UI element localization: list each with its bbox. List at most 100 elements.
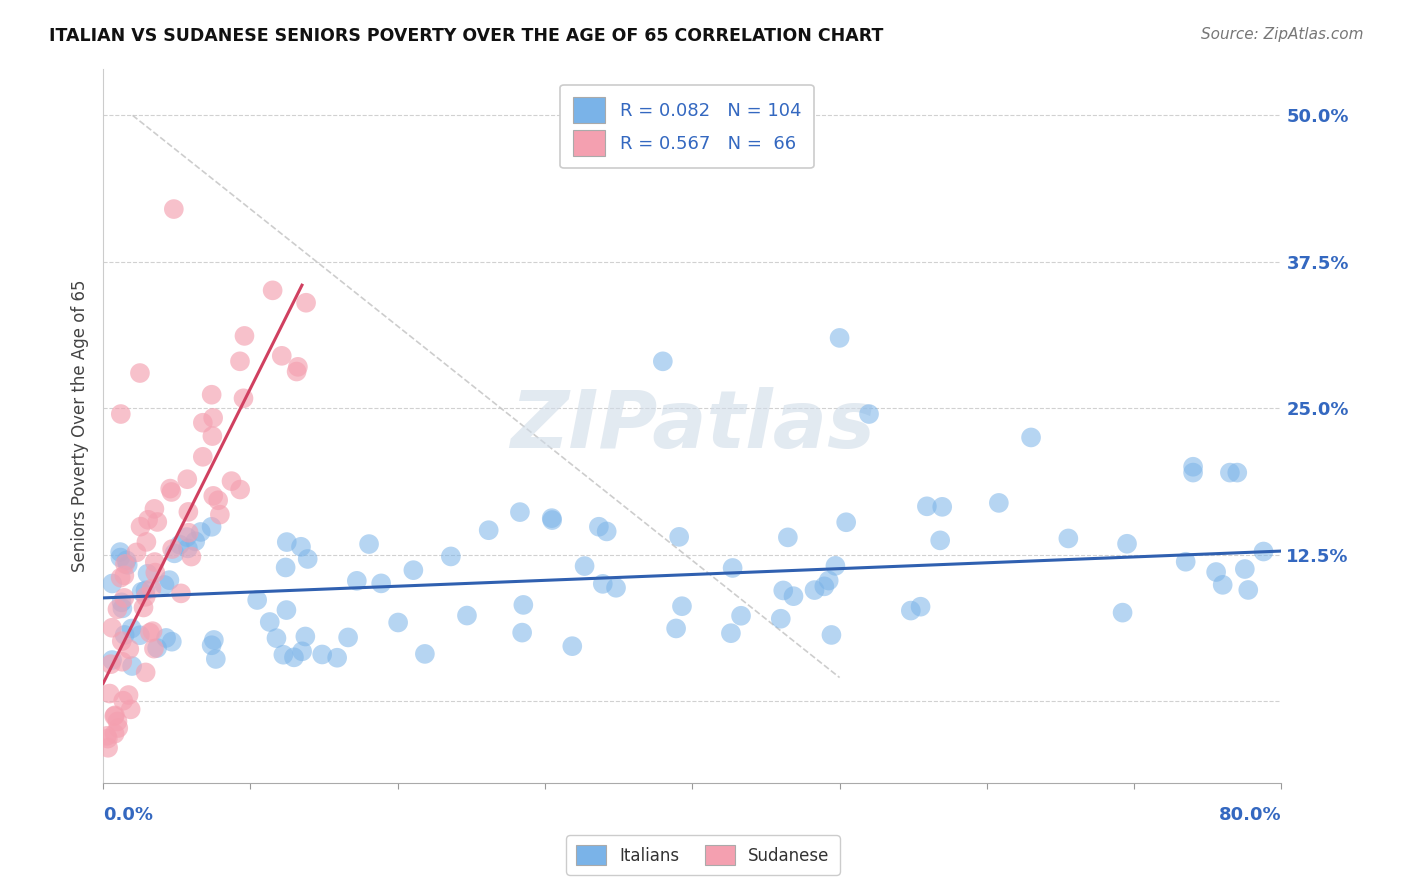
Point [769, 612, 792, 626]
Text: 0.0%: 0.0% [103, 806, 153, 824]
Point [456, 608, 478, 623]
Point [132, 600, 155, 615]
Point [229, 483, 252, 497]
Point [98, 687, 121, 701]
Point [276, 603, 298, 617]
Point [107, 721, 129, 735]
Point [128, 628, 150, 642]
Point [110, 550, 132, 565]
Point [290, 540, 312, 554]
Point [478, 523, 501, 537]
Point [202, 632, 225, 647]
Point [135, 665, 157, 680]
Point [177, 505, 200, 519]
Point [143, 555, 166, 569]
Point [155, 631, 177, 645]
Point [112, 694, 135, 708]
Point [440, 549, 463, 564]
Point [201, 387, 224, 401]
Point [987, 496, 1010, 510]
Point [337, 631, 360, 645]
Point [246, 593, 269, 607]
Point [101, 621, 124, 635]
Point [221, 474, 243, 488]
Point [104, 708, 127, 723]
Text: ITALIAN VS SUDANESE SENIORS POVERTY OVER THE AGE OF 65 CORRELATION CHART: ITALIAN VS SUDANESE SENIORS POVERTY OVER… [49, 27, 883, 45]
Point [163, 202, 186, 216]
Point [159, 482, 181, 496]
Point [146, 640, 169, 655]
Point [274, 560, 297, 574]
Point [107, 714, 129, 729]
Point [135, 590, 157, 604]
Point [326, 650, 349, 665]
Point [180, 549, 202, 564]
Legend: R = 0.082   N = 104, R = 0.567   N =  66: R = 0.082 N = 104, R = 0.567 N = 66 [560, 85, 814, 169]
Point [108, 545, 131, 559]
Point [574, 559, 596, 574]
Point [595, 524, 617, 539]
Point [157, 573, 180, 587]
Point [294, 630, 316, 644]
Point [665, 622, 688, 636]
Point [776, 530, 799, 544]
Point [668, 530, 690, 544]
Point [387, 615, 409, 630]
Point [592, 577, 614, 591]
Point [160, 485, 183, 500]
Point [297, 552, 319, 566]
Point [184, 534, 207, 549]
Point [107, 602, 129, 616]
Point [190, 524, 212, 539]
Point [651, 354, 673, 368]
Point [112, 568, 135, 582]
Point [721, 561, 744, 575]
Point [117, 688, 139, 702]
Text: ZIPatlas: ZIPatlas [510, 387, 875, 465]
Point [207, 493, 229, 508]
Point [136, 566, 159, 581]
Point [129, 519, 152, 533]
Point [229, 354, 252, 368]
Point [233, 329, 256, 343]
Point [143, 501, 166, 516]
Point [262, 284, 284, 298]
Point [160, 542, 183, 557]
Point [115, 553, 138, 567]
Point [177, 525, 200, 540]
Point [142, 624, 165, 639]
Point [114, 557, 136, 571]
Point [605, 581, 627, 595]
Point [413, 647, 436, 661]
Point [97, 740, 120, 755]
Point [191, 416, 214, 430]
Point [202, 410, 225, 425]
Point [929, 533, 952, 548]
Point [1219, 466, 1241, 480]
Point [283, 650, 305, 665]
Point [1237, 582, 1260, 597]
Point [204, 652, 226, 666]
Point [772, 583, 794, 598]
Point [117, 558, 139, 572]
Point [153, 578, 176, 592]
Point [96, 729, 118, 743]
Point [208, 508, 231, 522]
Point [97, 731, 120, 746]
Point [287, 359, 309, 374]
Point [118, 642, 141, 657]
Point [541, 513, 564, 527]
Point [561, 639, 583, 653]
Point [201, 638, 224, 652]
Point [813, 579, 835, 593]
Point [202, 489, 225, 503]
Point [357, 537, 380, 551]
Point [1205, 565, 1227, 579]
Point [136, 513, 159, 527]
Point [121, 659, 143, 673]
Point [510, 625, 533, 640]
Point [285, 365, 308, 379]
Point [129, 366, 152, 380]
Point [291, 644, 314, 658]
Point [114, 628, 136, 642]
